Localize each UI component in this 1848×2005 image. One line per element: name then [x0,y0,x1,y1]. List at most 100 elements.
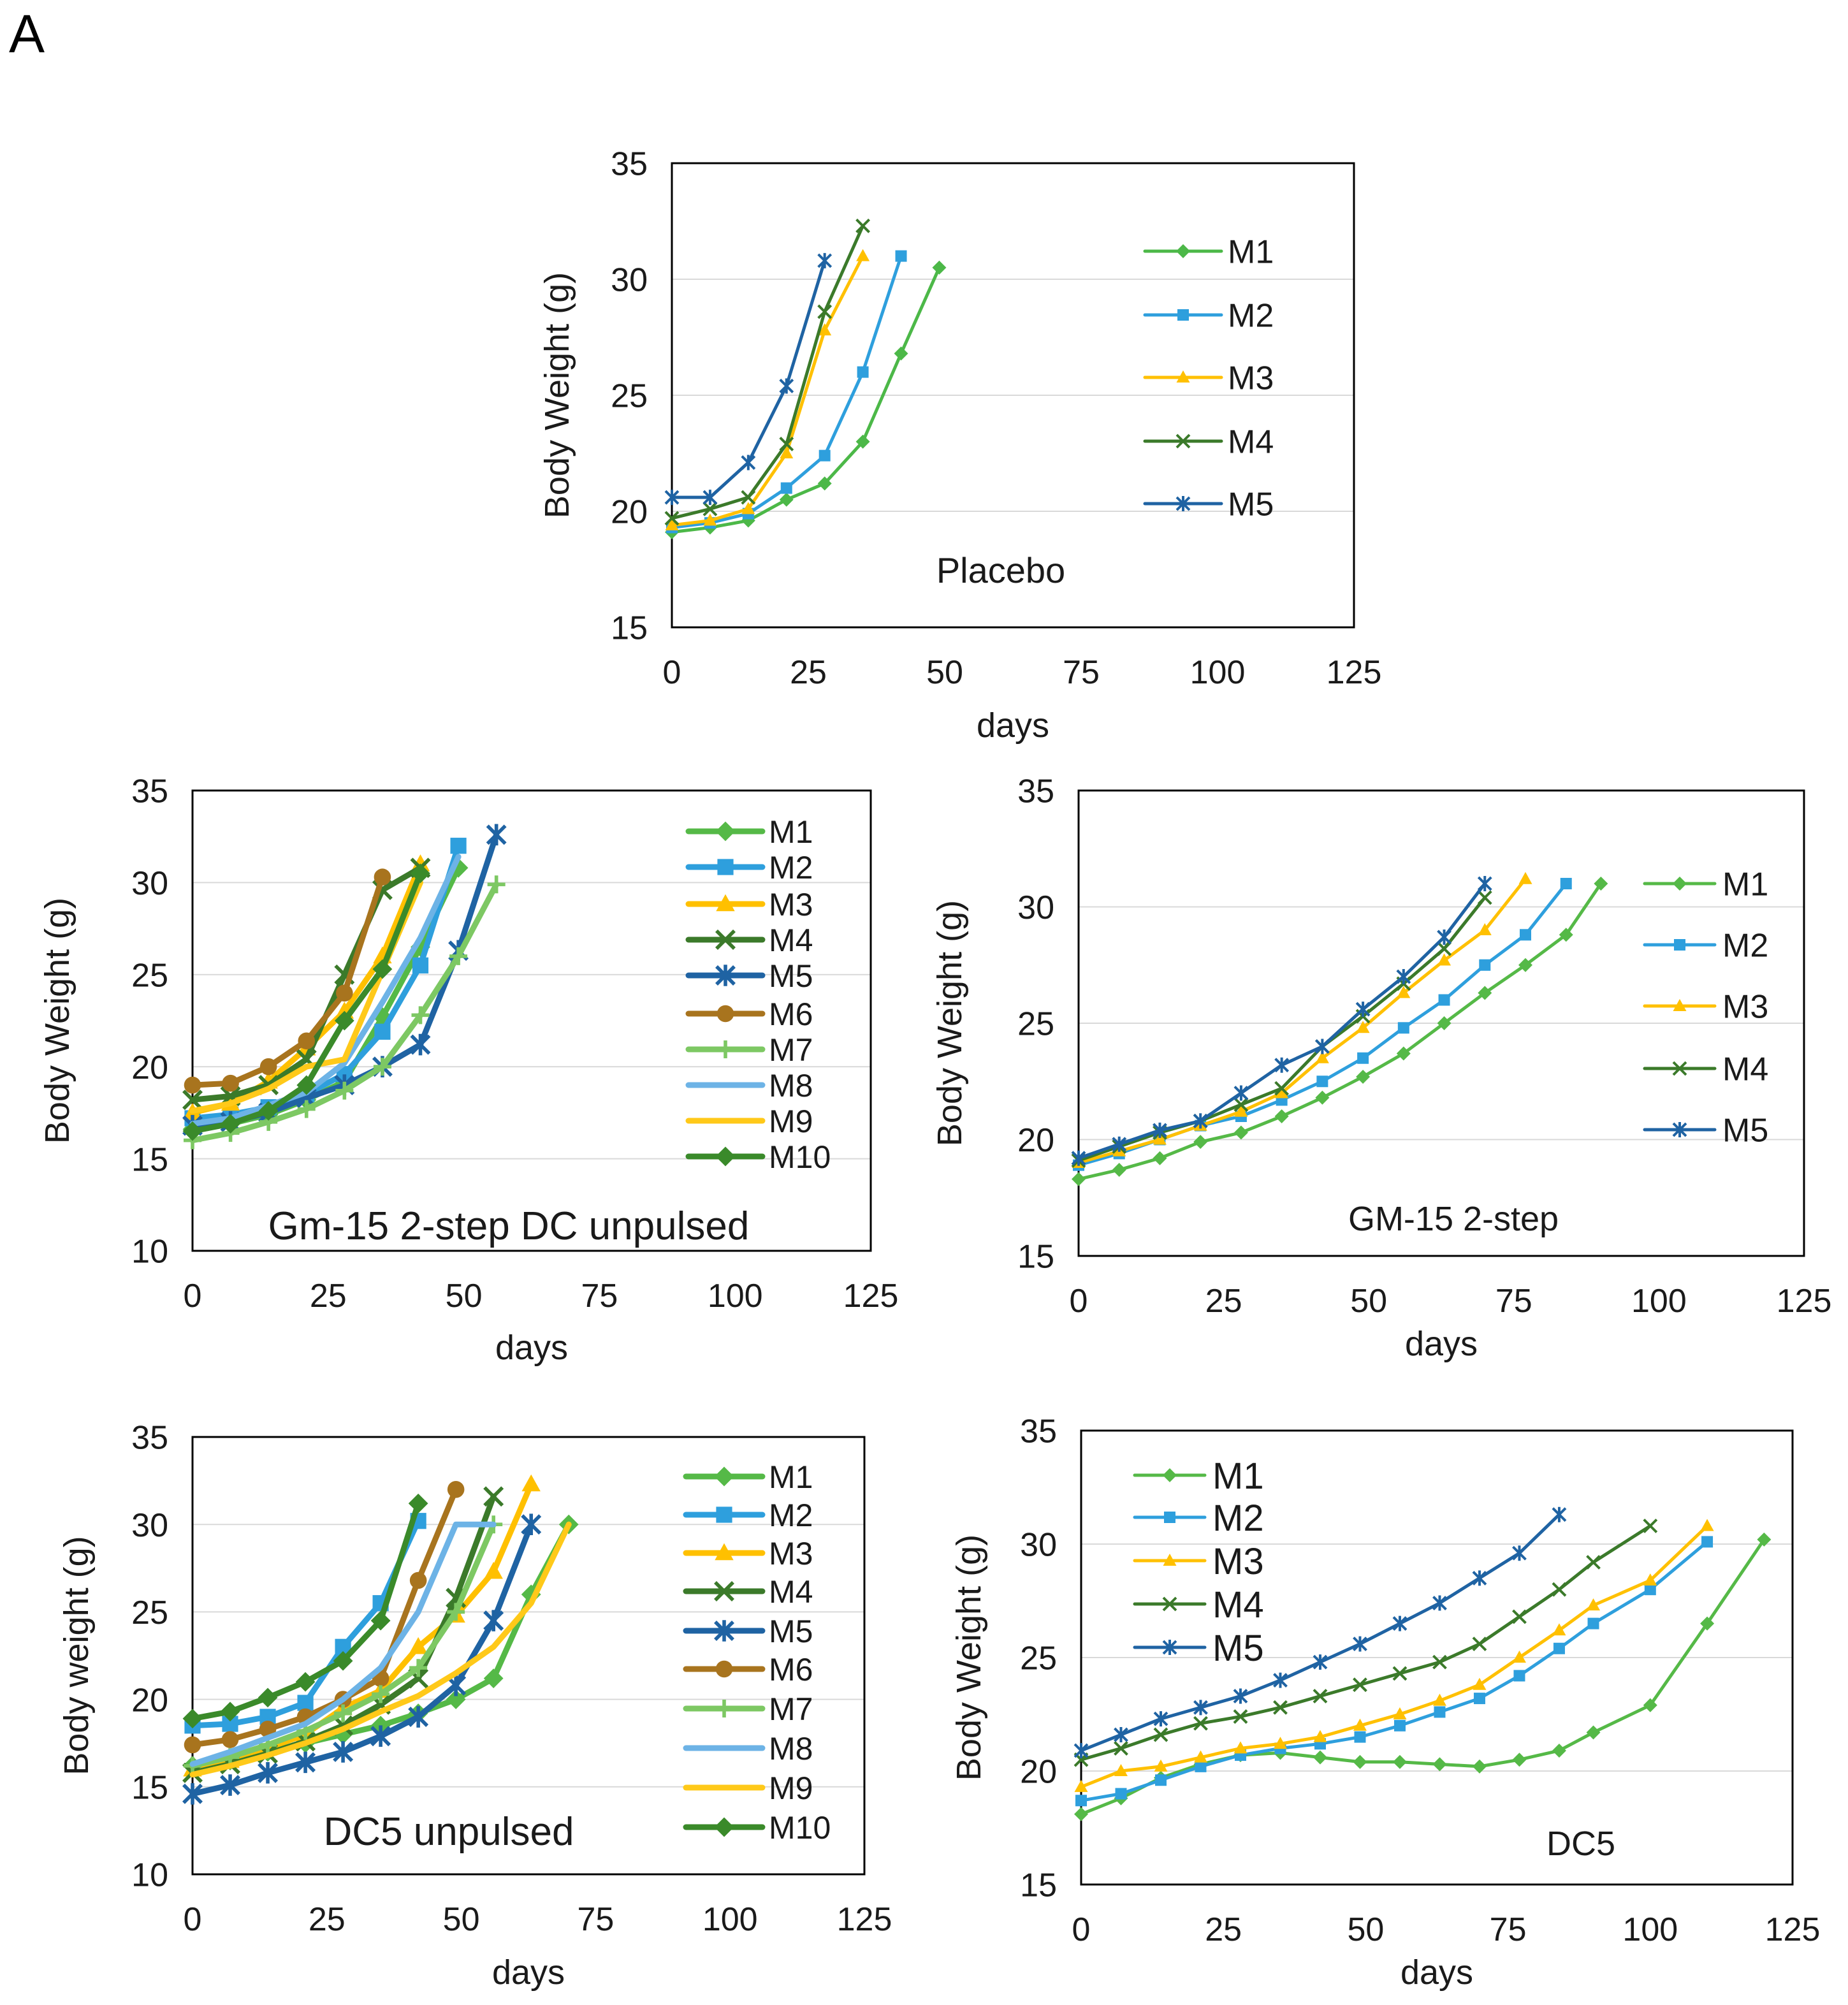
chart-3-y-tick-label: 15 [1017,1239,1054,1276]
chart-5-M4-point [1552,1582,1567,1597]
chart-5-y-axis-label: Body Weight (g) [950,1535,988,1781]
chart-4-plot-area [193,1437,864,1874]
chart-5-M1-point [1392,1754,1407,1769]
chart-2-legend-label: M3 [769,887,813,922]
chart-5-M3-point [1233,1741,1248,1754]
chart-4-M1-point [483,1668,504,1689]
chart-1-M1-point [779,492,794,507]
chart-3-M5-point [1396,969,1411,984]
chart-4-legend-item-M2: M2 [683,1498,813,1533]
chart-5-M4-point [1472,1637,1487,1652]
chart-1-M3-point [703,513,717,526]
chart-2-M2-point [412,957,429,973]
chart-3-legend-item-M1: M1 [1643,866,1768,903]
chart-1-x-tick-label: 75 [1063,654,1100,691]
chart-4-M9-line [189,1521,572,1778]
chart-5-M4-point [1586,1555,1601,1570]
chart-4-M4-point [483,1486,504,1507]
chart-4-x-tick-label: 0 [184,1901,202,1938]
chart-2-M10-point [411,863,430,884]
chart-5-M4-point [1353,1677,1367,1693]
chart-1-M5-point [702,490,718,506]
chart-5-M1-point [1586,1725,1601,1740]
chart-4-legend-marker [714,1620,734,1642]
chart-5-x-tick-label: 25 [1205,1911,1242,1948]
chart-5-annotation: DC5 [1546,1825,1615,1863]
chart-5-legend-marker [1163,1468,1177,1482]
chart-1-M1-point [817,476,832,491]
chart-4-M3-point [409,1637,428,1654]
chart-3-y-tick-label: 35 [1017,773,1054,810]
chart-3-legend-label: M4 [1722,1051,1768,1088]
chart-5-M2-point [1434,1706,1446,1718]
chart-5-M3-point [1273,1737,1287,1749]
chart-3-M2-point [1479,959,1491,971]
chart-4-M3-point [521,1474,541,1492]
chart-1-legend-marker [1177,309,1189,321]
chart-2-x-tick-label: 0 [184,1278,202,1315]
chart-4-M10-point [408,1493,428,1513]
chart-4-M10-point [333,1651,353,1671]
chart-3-M3-point [1234,1104,1248,1117]
chart-1-legend-item-M2: M2 [1143,298,1274,335]
chart-4-M2-point [297,1695,314,1711]
chart-2-x-tick-label: 25 [310,1278,347,1315]
chart-1-M3-point [665,518,679,530]
chart-3-M5-point [1355,1002,1371,1017]
chart-1-annotation: Placebo [936,550,1065,590]
chart-5-legend-label: M3 [1212,1541,1264,1582]
chart-3-M2-point [1357,1052,1369,1064]
chart-2-x-tick-label: 50 [446,1278,483,1315]
chart-3-M2-point [1520,929,1532,941]
chart-1-legend-label: M3 [1228,360,1274,397]
chart-4-x-tick-label: 25 [309,1901,346,1938]
chart-4-M5-point [408,1706,429,1728]
chart-2-y-axis-label: Body Weight (g) [38,898,76,1144]
chart-4-M7-point [447,1603,465,1621]
chart-5-M2-point [1644,1584,1656,1596]
chart-5-legend-label: M2 [1212,1498,1264,1539]
chart-1-legend-item-M3: M3 [1143,360,1274,397]
chart-5-M5-point [1193,1700,1208,1716]
chart-4-legend-label: M10 [769,1810,831,1846]
chart-5-series-M5 [1073,1506,1567,1758]
chart-4-M7-point [372,1685,390,1703]
chart-2-x-tick-label: 75 [581,1278,618,1315]
chart-4-y-tick-label: 10 [131,1857,168,1894]
chart-2-legend-label: M9 [769,1104,813,1139]
chart-3-M1-point [1478,986,1492,1000]
chart-1-M1-point [894,346,908,361]
chart-3-M5-point [1437,929,1451,945]
chart-5-legend-marker [1162,1640,1177,1655]
chart-3-x-tick-label: 100 [1631,1283,1687,1320]
chart-5-M2-point [1701,1536,1713,1548]
chart-3-M3-point [1275,1086,1289,1098]
chart-3-M3-point [1518,871,1532,884]
chart-2-legend-label: M6 [769,996,813,1032]
panel-label: A [9,4,45,64]
chart-1-x-tick-label: 0 [663,654,681,691]
chart-3-x-axis-label: days [1405,1325,1478,1363]
chart-5-M3-point [1193,1750,1207,1763]
chart-1-M3-point [856,249,870,261]
chart-3-M3-point [1478,923,1492,935]
chart-3-M3-point [1437,953,1451,966]
chart-3-legend: M1 M2 M3 M4 M5 [1643,866,1768,1149]
chart-4-legend-item-M10: M10 [683,1810,831,1846]
chart-3-x-tick-label: 25 [1205,1283,1242,1320]
chart-4-y-axis-label: Body weight (g) [57,1536,96,1775]
chart-2-M6-point [298,1032,316,1050]
chart-4-M6-point [409,1571,427,1589]
chart-3-M5-point [1153,1122,1167,1138]
chart-5-M5-point [1472,1570,1487,1586]
chart-4-M6-point [221,1731,239,1749]
chart-3-M3-line [1077,877,1527,1165]
chart-5-x-tick-label: 75 [1490,1911,1527,1948]
chart-5-M3-point [1114,1764,1128,1776]
chart-1-M4-line [670,224,865,520]
chart-5-M1-point [1472,1759,1487,1774]
chart-2-M7-point [487,875,506,894]
